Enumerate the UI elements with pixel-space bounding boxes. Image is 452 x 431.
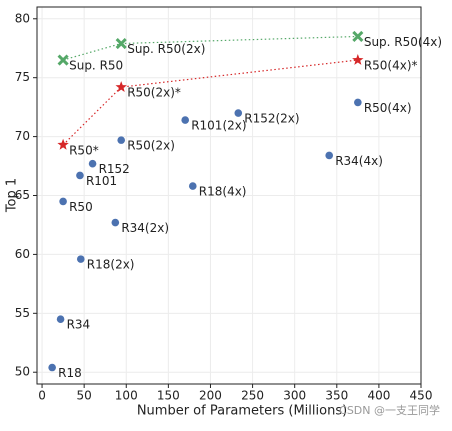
point-label: R50 xyxy=(69,200,93,214)
y-tick-label: 75 xyxy=(15,70,30,84)
x-tick-label: 350 xyxy=(325,389,348,403)
x-tick-label: 150 xyxy=(157,389,180,403)
point xyxy=(88,159,97,168)
point xyxy=(234,109,243,117)
y-axis-label: Top 1 xyxy=(5,178,20,213)
point xyxy=(117,136,126,144)
point-label: R152 xyxy=(99,162,130,176)
point-label: R152(2x) xyxy=(244,112,299,126)
x-axis-label: Number of Parameters (Millions) xyxy=(137,404,347,419)
point xyxy=(48,363,56,372)
point-label: R34(2x) xyxy=(121,221,169,235)
y-tick-label: 60 xyxy=(15,247,30,261)
point xyxy=(325,151,334,160)
y-tick-label: 65 xyxy=(15,188,30,202)
star-point xyxy=(115,81,127,92)
point xyxy=(188,182,197,190)
point-label: R50* xyxy=(69,143,99,157)
point-label: R18(2x) xyxy=(87,258,135,272)
point-label: R101 xyxy=(86,174,117,188)
y-tick-label: 80 xyxy=(15,11,30,25)
x-tick-label: 250 xyxy=(241,389,264,403)
x-tick-label: 450 xyxy=(410,389,433,403)
point-label: Sup. R50 xyxy=(69,59,123,73)
point-label: R34 xyxy=(67,318,91,332)
x-tick-label: 300 xyxy=(283,389,306,403)
point xyxy=(181,116,190,124)
x-tick-label: 0 xyxy=(38,389,46,403)
point xyxy=(354,98,362,107)
star-point xyxy=(352,54,364,65)
point-label: R18 xyxy=(58,366,82,380)
y-tick-label: 70 xyxy=(15,129,30,143)
x-point xyxy=(115,37,127,50)
point xyxy=(111,218,120,227)
watermark: CSDN @一支王同学 xyxy=(339,403,440,417)
point-label: R50(4x)* xyxy=(364,59,418,73)
x-point xyxy=(57,54,69,66)
y-tick-label: 55 xyxy=(15,306,30,320)
point-label: Sup. R50(4x) xyxy=(364,35,442,49)
point-label: R50(2x)* xyxy=(127,86,181,100)
x-tick-label: 50 xyxy=(77,389,92,403)
x-tick-label: 100 xyxy=(115,389,138,403)
dotted-line xyxy=(62,59,358,146)
point-label: R50(2x) xyxy=(127,139,175,153)
point-label: R34(4x) xyxy=(335,154,383,168)
point-label: R50(4x) xyxy=(364,101,412,115)
y-tick-label: 50 xyxy=(15,365,30,379)
plot-frame xyxy=(36,6,422,385)
x-tick-label: 400 xyxy=(367,389,390,403)
point xyxy=(76,255,85,263)
x-point xyxy=(352,30,364,43)
star-point xyxy=(57,138,69,150)
point-label: Sup. R50(2x) xyxy=(127,42,205,56)
point xyxy=(59,197,67,206)
point xyxy=(56,315,65,324)
point-label: R18(4x) xyxy=(199,185,247,199)
point-label: R101(2x) xyxy=(191,119,246,133)
point xyxy=(76,171,84,180)
x-tick-label: 200 xyxy=(199,389,222,403)
